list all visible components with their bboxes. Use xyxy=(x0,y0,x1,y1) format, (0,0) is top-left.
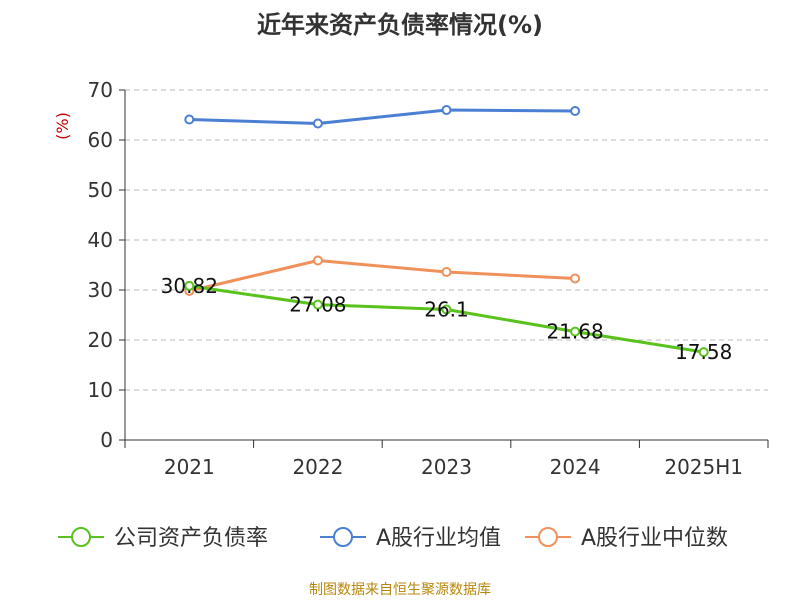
series-line-2 xyxy=(188,259,576,293)
data-label-s0-4: 17.58 xyxy=(675,340,732,364)
y-tick-label-6: 60 xyxy=(88,128,113,152)
x-tick-label-1: 2022 xyxy=(292,455,343,479)
legend-label-1: A股行业均值 xyxy=(376,526,501,551)
point-s1-2 xyxy=(441,105,452,115)
legend-marker-0 xyxy=(71,527,91,547)
y-axis-label: (%) xyxy=(53,112,72,140)
series-group xyxy=(184,105,709,358)
data-label-s0-1: 27.08 xyxy=(289,293,346,317)
x-tick-label-2: 2023 xyxy=(421,455,472,479)
y-tick-label-2: 20 xyxy=(88,328,113,352)
legend[interactable]: 公司资产负债率 A股行业均值 A股行业中位数 xyxy=(58,526,728,551)
point-s0-2 xyxy=(441,304,452,315)
y-tick-label-1: 10 xyxy=(88,378,113,402)
legend-marker-2 xyxy=(538,527,558,547)
data-label-s0-3: 21.68 xyxy=(546,320,603,344)
x-tick-label-4: 2025H1 xyxy=(664,455,743,479)
legend-label-0: 公司资产负债率 xyxy=(114,526,268,551)
legend-marker-1 xyxy=(333,527,353,547)
point-s1-0 xyxy=(184,114,195,125)
legend-item-1[interactable]: A股行业均值 xyxy=(320,526,501,551)
point-s0-4 xyxy=(698,347,709,358)
y-tick-label-7: 70 xyxy=(88,78,113,102)
y-tick-label-3: 30 xyxy=(88,278,113,302)
data-label-s0-2: 26.1 xyxy=(424,298,469,322)
point-s2-3 xyxy=(570,273,581,284)
legend-item-2[interactable]: A股行业中位数 xyxy=(525,526,728,551)
data-labels: 30.82 27.08 26.1 21.68 17.58 xyxy=(161,274,733,364)
point-s0-0 xyxy=(184,280,195,291)
grid xyxy=(125,89,768,391)
point-s0-3 xyxy=(570,326,581,337)
axes: 0 10 20 30 40 50 60 70 2021 2022 2023 2024 2025H1 xyxy=(88,78,769,479)
legend-label-2: A股行业中位数 xyxy=(581,526,728,551)
point-s2-2 xyxy=(441,267,452,277)
source-note: 制图数据来自恒生聚源数据库 xyxy=(309,582,491,598)
y-tick-label-5: 50 xyxy=(88,178,113,202)
legend-item-0[interactable]: 公司资产负债率 xyxy=(58,526,268,551)
data-label-s0-0: 30.82 xyxy=(161,274,218,298)
point-s0-1 xyxy=(312,299,323,310)
y-tick-label-0: 0 xyxy=(100,428,113,452)
x-tick-label-0: 2021 xyxy=(164,455,215,479)
point-s2-1 xyxy=(312,255,323,266)
series-line-1 xyxy=(189,108,576,125)
point-s1-1 xyxy=(312,118,323,129)
chart-title: 近年来资产负债率情况(%) xyxy=(257,11,543,39)
y-tick-label-4: 40 xyxy=(88,228,113,252)
x-tick-label-3: 2024 xyxy=(550,455,601,479)
point-s1-3 xyxy=(570,106,581,116)
